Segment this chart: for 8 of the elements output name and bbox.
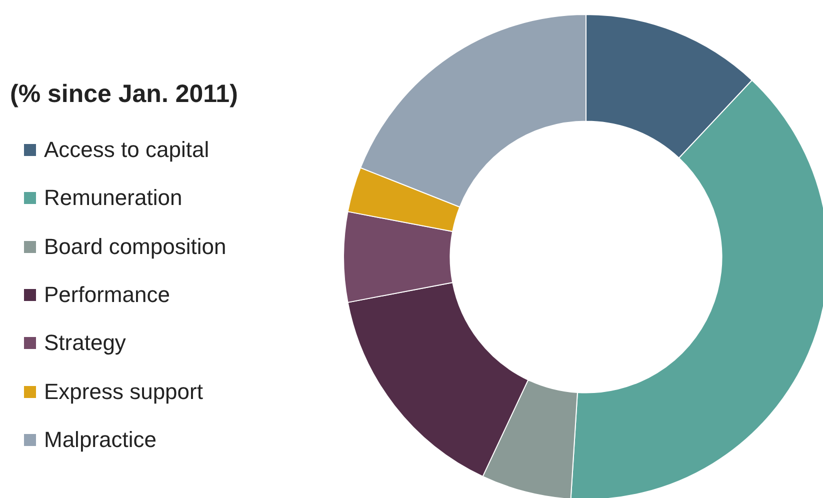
legend-label: Performance (44, 282, 170, 308)
legend-label: Remuneration (44, 185, 182, 212)
legend-label: Express support (44, 378, 203, 405)
legend-label: Access to capital (44, 137, 210, 164)
legend-label: Malpractice (44, 426, 156, 453)
legend-label: Strategy (44, 330, 126, 356)
legend-label: Board composition (44, 234, 226, 260)
text: (% since Jan. 2011) (10, 80, 238, 109)
